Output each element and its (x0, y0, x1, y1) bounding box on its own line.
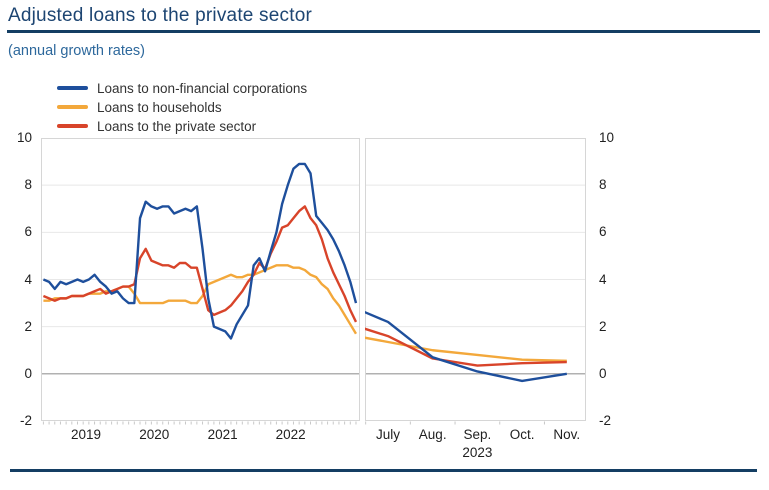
y-axis-label-right: 0 (599, 365, 607, 381)
panel-border (365, 138, 586, 421)
series-line-loans-to-households (365, 336, 567, 363)
legend-item-private-sector: Loans to the private sector (57, 117, 256, 135)
series-line-loans-to-the-private-sector (42, 205, 358, 323)
y-axis-label-left: -2 (19, 413, 32, 428)
series-line-loans-to-non-financial-corporations (365, 310, 567, 383)
y-axis-label-left: 10 (16, 130, 32, 145)
x-axis-label-year: 2023 (462, 445, 493, 460)
legend-item-nfc: Loans to non-financial corporations (57, 79, 307, 97)
x-axis-label-month: Nov. (553, 427, 581, 442)
x-axis-label-month: Aug. (418, 427, 447, 442)
x-axis-label-month: July (375, 427, 400, 442)
series-line-loans-to-the-private-sector (365, 327, 567, 367)
right-panel-chart (365, 138, 586, 425)
left-panel-chart (41, 138, 360, 425)
y-axis-label-left: 2 (24, 318, 32, 334)
title-divider (7, 30, 760, 33)
x-axis-label-month: Sep. (463, 427, 492, 442)
y-axis-label-right: 8 (599, 177, 607, 193)
x-axis-label-year: 2021 (207, 427, 238, 442)
legend-label: Loans to households (97, 99, 222, 115)
x-axis-label-year: 2019 (70, 427, 102, 442)
y-axis-label-left: 6 (24, 224, 32, 240)
y-axis-label-right: 4 (599, 271, 607, 287)
nfc-line-swatch-icon (57, 86, 88, 90)
legend-label: Loans to non-financial corporations (97, 80, 308, 96)
y-axis-label-right: 10 (599, 130, 615, 145)
panel-border (41, 138, 360, 421)
y-axis-label-left: 0 (24, 365, 32, 381)
x-axis-label-year: 2020 (139, 427, 170, 442)
x-axis-label-year: 2022 (275, 427, 306, 442)
households-line-swatch-icon (57, 105, 88, 109)
y-axis-label-right: 6 (599, 224, 607, 240)
series-line-loans-to-households (43, 264, 358, 335)
x-axis-label-month: Oct. (509, 427, 535, 442)
y-axis-label-left: 4 (24, 271, 32, 287)
series-line-loans-to-non-financial-corporations (42, 162, 358, 340)
chart-subtitle: (annual growth rates) (8, 43, 146, 59)
legend-label: Loans to the private sector (97, 118, 257, 134)
y-axis-label-right: 2 (599, 318, 607, 334)
legend-item-households: Loans to households (57, 98, 222, 116)
private-sector-line-swatch-icon (57, 124, 88, 128)
bottom-divider (10, 469, 757, 472)
y-axis-label-right: -2 (599, 413, 612, 428)
page-title: Adjusted loans to the private sector (8, 5, 312, 26)
y-axis-label-left: 8 (24, 177, 32, 193)
